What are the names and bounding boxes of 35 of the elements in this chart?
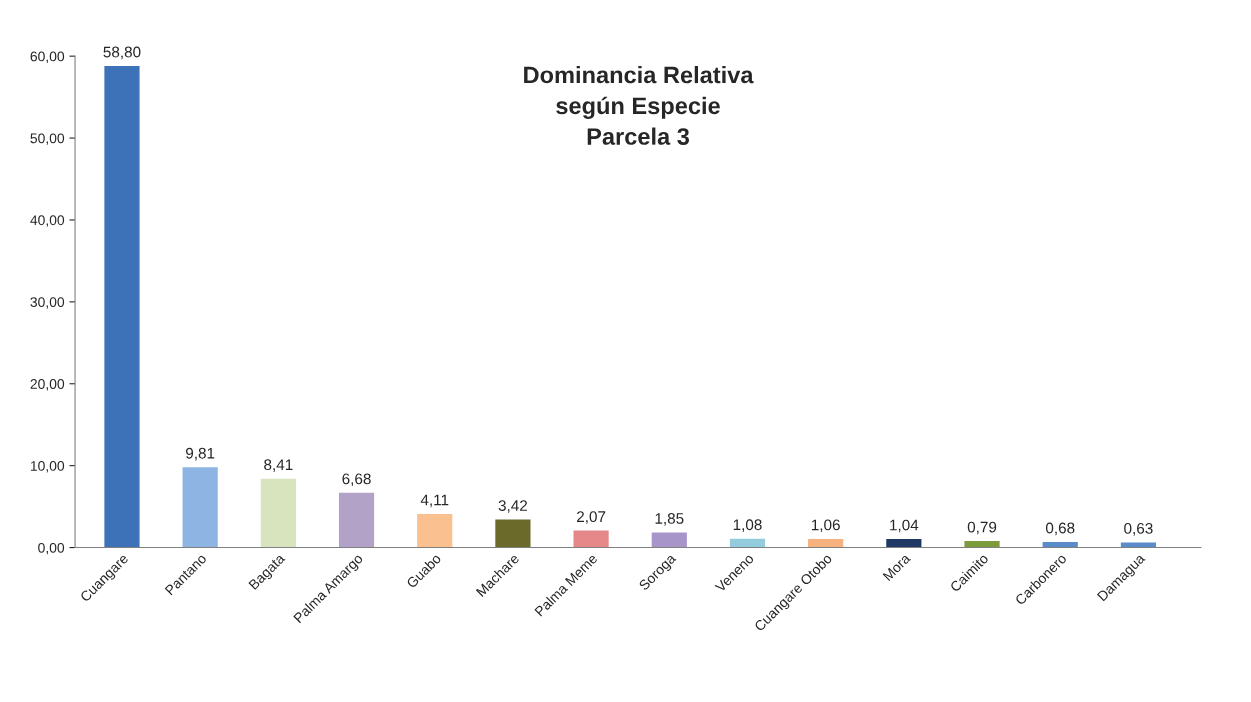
data-label: 1,85 — [655, 513, 684, 526]
bar — [1120, 542, 1156, 548]
data-label: 1,04 — [890, 519, 919, 533]
data-label: 2,07 — [577, 511, 606, 524]
data-label: 0,63 — [1124, 523, 1153, 536]
bar — [338, 492, 375, 548]
y-tick-label: 50,00 — [30, 133, 65, 145]
bar — [808, 538, 844, 548]
bar — [964, 541, 1000, 548]
y-tick-label: 40,00 — [30, 215, 65, 227]
bar — [886, 539, 922, 548]
bar — [260, 478, 296, 548]
data-label: 1,08 — [733, 519, 762, 532]
bar — [729, 538, 766, 548]
bar — [573, 530, 609, 548]
y-tick-label: 20,00 — [30, 379, 65, 391]
data-label: 0,79 — [967, 521, 997, 535]
bar — [104, 65, 140, 548]
y-tick-label: 60,00 — [30, 51, 65, 63]
data-label: 58,80 — [103, 46, 141, 60]
bar — [495, 519, 531, 548]
text: Dominancia Relativa según Especie Parcela 3 — [524, 65, 754, 145]
data-label: 6,68 — [342, 473, 371, 487]
data-label: 1,06 — [811, 519, 840, 533]
bar — [182, 467, 218, 548]
data-label: 4,11 — [420, 494, 449, 508]
data-label: 9,81 — [186, 447, 215, 461]
bar — [651, 532, 687, 548]
data-label: 8,41 — [264, 459, 293, 472]
y-tick-label: 10,00 — [30, 460, 65, 473]
y-tick-label: 30,00 — [30, 297, 65, 309]
bar — [417, 513, 453, 548]
data-label: 3,42 — [498, 500, 528, 513]
data-label: 0,68 — [1045, 522, 1075, 536]
y-tick-label: 0,00 — [38, 542, 65, 555]
